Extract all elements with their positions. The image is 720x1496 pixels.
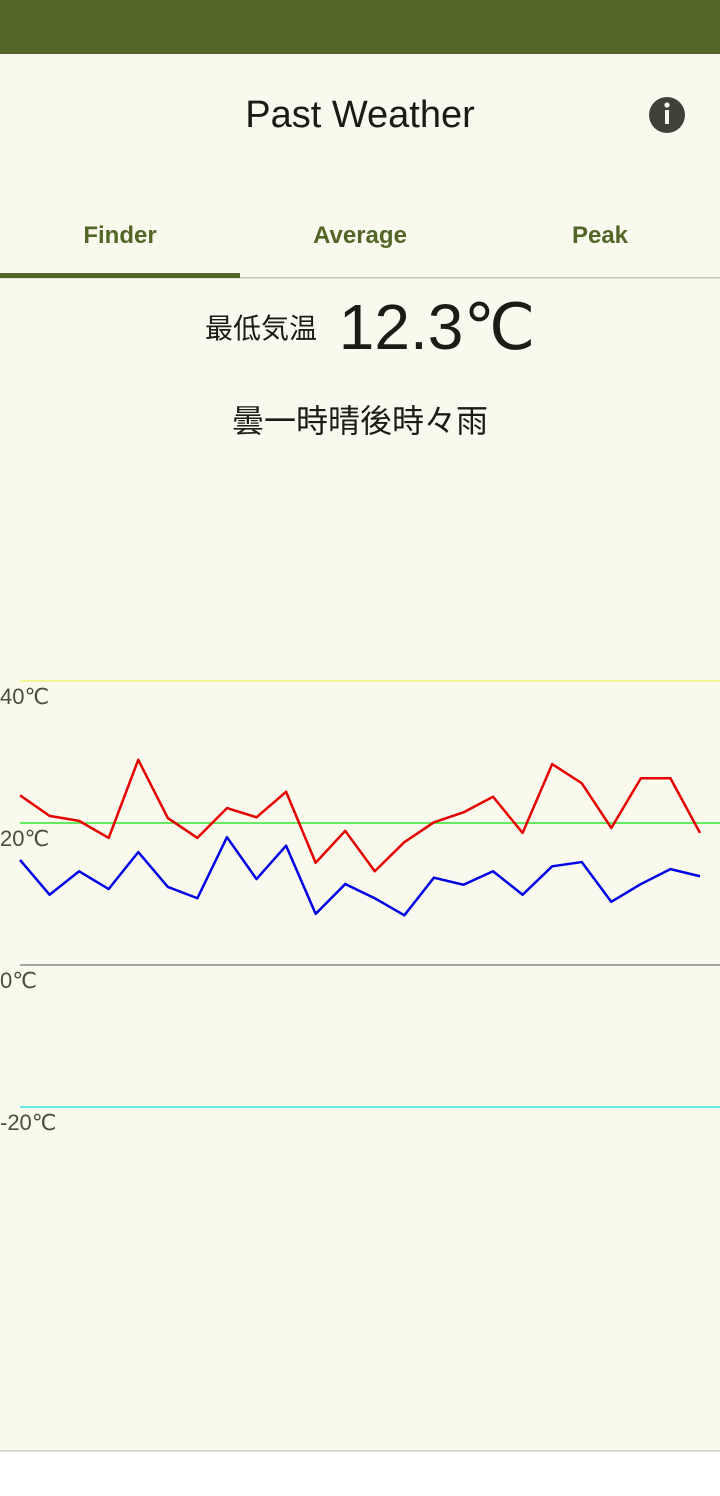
nav-area: [0, 1452, 720, 1496]
status-bar: [0, 0, 720, 54]
temperature-chart: 40℃ 20℃ 0℃ -20℃: [0, 680, 720, 1135]
y-tick-label: 0℃: [0, 968, 37, 993]
info-dot: [664, 102, 670, 108]
reading-label: 最低気温: [205, 313, 317, 344]
y-tick-label: 40℃: [0, 684, 49, 709]
tab-divider: [0, 277, 720, 279]
reading-value: 12.3℃: [339, 291, 535, 363]
info-bar: [665, 110, 669, 124]
info-button[interactable]: [649, 97, 685, 133]
app-title: Past Weather: [245, 94, 475, 136]
tab-indicator: [0, 273, 240, 278]
line-series: [19, 835, 701, 917]
bottom-divider: [0, 1450, 720, 1452]
tab[interactable]: Peak: [572, 222, 629, 249]
y-tick-label: 20℃: [0, 826, 49, 851]
tab[interactable]: Average: [313, 222, 407, 249]
tab[interactable]: Finder: [83, 222, 156, 249]
weather-text: 曇一時晴後時々雨: [232, 403, 488, 439]
y-tick-label: -20℃: [0, 1110, 57, 1135]
line-series: [19, 758, 702, 873]
